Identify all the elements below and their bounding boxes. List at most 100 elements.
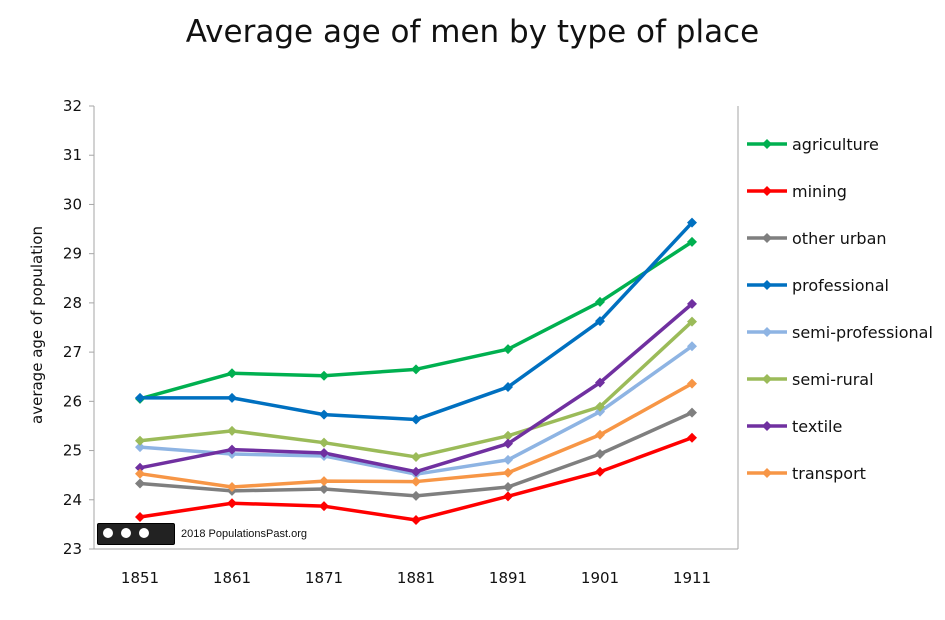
data-point-agriculture <box>411 364 421 375</box>
data-point-semi-professional <box>135 442 145 453</box>
y-tick-label: 24 <box>63 491 82 509</box>
y-tick-label: 25 <box>63 442 82 460</box>
data-point-semi-rural <box>595 401 605 412</box>
credit-text: 2018 PopulationsPast.org <box>181 528 307 540</box>
legend-item-semi-rural: semi-rural <box>747 370 874 389</box>
legend-marker-semi-professional <box>762 327 772 337</box>
legend-marker-semi-rural <box>762 374 772 384</box>
data-point-other-urban <box>411 490 421 501</box>
data-point-other-urban <box>595 449 605 460</box>
legend-item-agriculture: agriculture <box>747 135 879 154</box>
data-point-professional <box>319 409 329 420</box>
y-tick-label: 27 <box>63 343 82 361</box>
series-line-professional <box>140 221 694 422</box>
data-point-other-urban <box>319 483 329 494</box>
chart-title: Average age of men by type of place <box>185 14 760 50</box>
data-point-semi-professional <box>503 454 513 465</box>
y-tick-label: 28 <box>63 294 82 312</box>
data-point-transport <box>595 429 605 440</box>
data-point-professional <box>595 316 605 327</box>
y-tick-label: 29 <box>63 245 82 263</box>
legend-label-agriculture: agriculture <box>792 135 879 154</box>
data-point-mining <box>411 514 421 525</box>
data-point-transport <box>411 476 421 487</box>
data-point-transport <box>503 467 513 478</box>
data-point-transport <box>227 481 237 492</box>
legend-marker-textile <box>762 421 772 431</box>
data-point-other-urban <box>687 407 697 418</box>
series-markers <box>135 217 697 525</box>
y-tick-label: 26 <box>63 392 82 410</box>
data-point-textile <box>227 444 237 455</box>
y-tick-label: 32 <box>63 97 82 115</box>
data-point-mining <box>319 501 329 512</box>
license-credit: 2018 PopulationsPast.org <box>97 523 307 545</box>
data-point-semi-rural <box>135 435 145 446</box>
legend-item-transport: transport <box>747 464 866 483</box>
data-point-mining <box>135 512 145 523</box>
data-point-professional <box>135 392 145 403</box>
legend-item-mining: mining <box>747 182 847 201</box>
data-point-textile <box>135 462 145 473</box>
data-point-textile <box>595 377 605 388</box>
data-point-agriculture <box>595 296 605 307</box>
data-point-semi-rural <box>503 430 513 441</box>
data-point-professional <box>227 392 237 403</box>
x-tick-label: 1911 <box>673 569 711 587</box>
legend-label-textile: textile <box>792 417 842 436</box>
data-point-agriculture <box>687 236 697 247</box>
data-point-agriculture <box>503 344 513 355</box>
data-point-other-urban <box>135 478 145 489</box>
legend-label-mining: mining <box>792 182 847 201</box>
data-point-textile <box>411 466 421 477</box>
legend-item-professional: professional <box>747 276 889 295</box>
data-point-semi-rural <box>411 451 421 462</box>
y-tick-label: 30 <box>63 195 82 213</box>
y-tick-label: 31 <box>63 146 82 164</box>
y-tick-label: 23 <box>63 540 82 558</box>
data-point-professional <box>411 414 421 425</box>
data-point-semi-rural <box>319 437 329 448</box>
data-point-transport <box>135 468 145 479</box>
x-tick-label: 1891 <box>489 569 527 587</box>
x-tick-label: 1901 <box>581 569 619 587</box>
data-point-textile <box>319 448 329 459</box>
legend-item-semi-professional: semi-professional <box>747 323 933 342</box>
data-point-professional <box>687 217 697 228</box>
legend-label-semi-rural: semi-rural <box>792 370 874 389</box>
data-point-semi-professional <box>687 341 697 352</box>
legend-item-textile: textile <box>747 417 842 436</box>
data-point-agriculture <box>319 370 329 381</box>
x-tick-label: 1861 <box>213 569 251 587</box>
legend-marker-mining <box>762 186 772 196</box>
legend-marker-professional <box>762 280 772 290</box>
legend-marker-agriculture <box>762 139 772 149</box>
data-point-textile <box>503 438 513 449</box>
data-point-transport <box>687 378 697 389</box>
data-point-textile <box>687 298 697 309</box>
data-point-mining <box>503 491 513 502</box>
series-line-textile <box>139 302 694 474</box>
legend-item-other-urban: other urban <box>747 229 887 248</box>
x-tick-label: 1851 <box>121 569 159 587</box>
data-point-mining <box>227 498 237 509</box>
x-tick-label: 1871 <box>305 569 343 587</box>
data-point-other-urban <box>503 481 513 492</box>
series-line-semi-rural <box>139 320 694 459</box>
data-point-mining <box>595 466 605 477</box>
tick-labels: 23 24 25 26 27 28 29 30 31 32 1851 1861 1871 1881 1891… <box>63 97 711 587</box>
x-tick-label: 1881 <box>397 569 435 587</box>
legend-label-transport: transport <box>792 464 866 483</box>
legend-label-semi-professional: semi-professional <box>792 323 933 342</box>
data-point-semi-rural <box>227 425 237 436</box>
legend-marker-transport <box>762 468 772 478</box>
legend: agriculture mining other urban professional… <box>747 135 933 483</box>
data-point-semi-rural <box>687 316 697 327</box>
data-point-transport <box>319 476 329 487</box>
data-point-professional <box>503 382 513 393</box>
legend-marker-other-urban <box>762 233 772 243</box>
y-axis-label: average age of population <box>28 226 46 424</box>
data-point-agriculture <box>227 368 237 379</box>
legend-label-professional: professional <box>792 276 889 295</box>
